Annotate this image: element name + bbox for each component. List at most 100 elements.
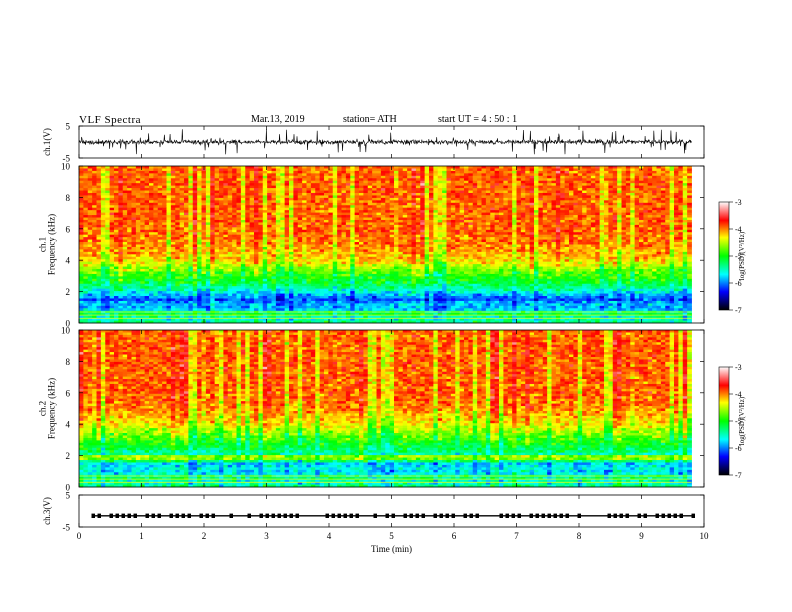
ch1-spectrogram-cell bbox=[135, 222, 141, 226]
ch1-spectrogram-cell bbox=[499, 200, 504, 204]
ch1-spectrogram-cell bbox=[485, 246, 491, 250]
ch1-spectrogram-cell bbox=[494, 237, 500, 240]
ch1-spectrogram-cell bbox=[525, 242, 531, 245]
ch1-spectrogram-cell bbox=[328, 202, 334, 206]
ch1-spectrogram-cell bbox=[162, 210, 167, 214]
ch1-spectrogram-cell bbox=[472, 195, 478, 199]
ch1-spectrogram-cell bbox=[140, 246, 146, 250]
ch1-spectrogram-cell bbox=[345, 210, 351, 214]
ch1-spectrogram-cell bbox=[100, 166, 106, 169]
ch1-spectrogram-cell bbox=[481, 178, 487, 182]
ch1-spectrogram-cell bbox=[577, 217, 583, 221]
ch1-spectrogram-cell bbox=[197, 244, 202, 248]
ch1-spectrogram-cell bbox=[214, 170, 220, 174]
ch1-spectrogram-cell bbox=[214, 237, 220, 240]
ch1-spectrogram-cell bbox=[643, 183, 649, 187]
ch1-spectrogram-cell bbox=[170, 166, 176, 169]
ch1-spectrogram-cell bbox=[573, 188, 579, 191]
ch1-spectrogram-cell bbox=[608, 229, 614, 233]
ch1-spectrogram-cell bbox=[223, 251, 229, 255]
ch1-spectrogram-cell bbox=[525, 222, 531, 226]
ch1-spectrogram-cell bbox=[442, 215, 447, 218]
ch1-spectrogram-cell bbox=[184, 224, 189, 228]
ch1-spectrogram-cell bbox=[284, 217, 290, 221]
ch1-spectrogram-cell bbox=[114, 246, 119, 250]
ch1-spectrogram-cell bbox=[564, 239, 570, 243]
ch1-spectrogram-cell bbox=[477, 197, 482, 201]
ch1-spectrogram-cell bbox=[503, 166, 509, 169]
ch1-spectrogram-cell bbox=[324, 200, 329, 204]
ch1-spectrogram-cell bbox=[223, 249, 229, 253]
ch1-spectrogram-cell bbox=[599, 178, 605, 182]
ch1-spectrogram-cell bbox=[538, 215, 544, 218]
ch1-spectrogram-cell bbox=[481, 205, 487, 209]
ch1-spectrogram-cell bbox=[446, 239, 452, 243]
ch1-spectrogram-cell bbox=[236, 205, 242, 209]
ch1-spectrogram-cell bbox=[258, 173, 264, 177]
ch1-spectrogram-cell bbox=[341, 200, 347, 204]
ch1-spectrogram-cell bbox=[652, 183, 657, 187]
ch1-spectrogram-cell bbox=[608, 246, 614, 250]
ch1-spectrogram-cell bbox=[345, 195, 351, 199]
ch1-spectrogram-cell bbox=[337, 210, 342, 214]
ch1-spectrogram-cell bbox=[389, 239, 395, 243]
ch1-spectrogram-cell bbox=[341, 242, 347, 245]
ch1-spectrogram-cell bbox=[455, 227, 461, 231]
ch1-spectrogram-cell bbox=[398, 229, 404, 233]
ch1-spectrogram-cell bbox=[127, 197, 132, 201]
ch1-spectrogram-cell bbox=[280, 202, 286, 206]
ch1-spectrogram-cell bbox=[647, 168, 653, 172]
ch1-spectrogram-cell bbox=[612, 229, 618, 233]
ch1-spectrogram-cell bbox=[96, 251, 102, 255]
ch1-spectrogram-cell bbox=[227, 232, 233, 236]
ch1-spectrogram-cell bbox=[639, 210, 644, 214]
ch1-spectrogram-cell bbox=[319, 232, 325, 236]
ch1-spectrogram-cell bbox=[608, 183, 614, 187]
ch1-spectrogram-cell bbox=[529, 246, 535, 250]
ch1-spectrogram-cell bbox=[100, 195, 106, 199]
ch1-spectrogram-cell bbox=[525, 246, 531, 250]
ch1-spectrogram-cell bbox=[122, 202, 128, 206]
ch1-spectrogram-cell bbox=[219, 202, 224, 206]
ch1-spectrogram-cell bbox=[214, 210, 220, 214]
ch1-spectrogram-cell bbox=[359, 197, 364, 201]
ch1-spectrogram-cell bbox=[490, 202, 496, 206]
ch1-spectrogram-cell bbox=[415, 168, 421, 172]
ch1-spectrogram-cell bbox=[625, 242, 631, 245]
ch1-spectrogram-cell bbox=[240, 212, 246, 216]
ch1-spectrogram-cell bbox=[144, 180, 150, 184]
ch1-spectrogram-cell bbox=[345, 202, 351, 206]
ch1-spectrogram-cell bbox=[625, 200, 631, 204]
ch1-spectrogram-cell bbox=[350, 175, 356, 179]
ch1-spectrogram-cell bbox=[433, 249, 439, 253]
ch1-spectrogram-cell bbox=[577, 188, 583, 191]
ch1-spectrogram-cell bbox=[105, 185, 111, 189]
ch1-spectrogram-cell bbox=[359, 166, 364, 169]
ch1-spectrogram-cell bbox=[100, 212, 106, 216]
ch1-spectrogram-cell bbox=[166, 173, 172, 177]
ch1-spectrogram-cell bbox=[652, 237, 657, 240]
ch1-spectrogram-cell bbox=[363, 197, 369, 201]
ch1-spectrogram-cell bbox=[149, 217, 154, 221]
ch1-spectrogram-cell bbox=[175, 205, 181, 209]
ch1-spectrogram-cell bbox=[188, 173, 194, 177]
ch1-spectrogram-cell bbox=[577, 202, 583, 206]
ch1-spectrogram-cell bbox=[175, 195, 181, 199]
ch1-spectrogram-cell bbox=[297, 242, 303, 245]
ch1-spectrogram-cell bbox=[105, 192, 111, 196]
ch1-spectrogram-cell bbox=[564, 249, 570, 253]
ch1-spectrogram-cell bbox=[359, 227, 364, 231]
ch1-spectrogram-cell bbox=[643, 170, 649, 174]
ch1-spectrogram-cell bbox=[170, 180, 176, 184]
ch1-spectrogram-cell bbox=[389, 244, 395, 248]
ch1-spectrogram-cell bbox=[310, 173, 316, 177]
ch1-spectrogram-cell bbox=[534, 190, 539, 194]
ch1-spectrogram-cell bbox=[577, 168, 583, 172]
ch1-spectrogram-cell bbox=[634, 197, 640, 201]
ch1-spectrogram-cell bbox=[512, 168, 517, 172]
ch1-spectrogram-cell bbox=[162, 200, 167, 204]
ch1-spectrogram-cell bbox=[450, 170, 456, 174]
ch1-spectrogram-cell bbox=[135, 237, 141, 240]
ch1-spectrogram-cell bbox=[468, 234, 474, 238]
ch1-spectrogram-cell bbox=[652, 215, 657, 218]
